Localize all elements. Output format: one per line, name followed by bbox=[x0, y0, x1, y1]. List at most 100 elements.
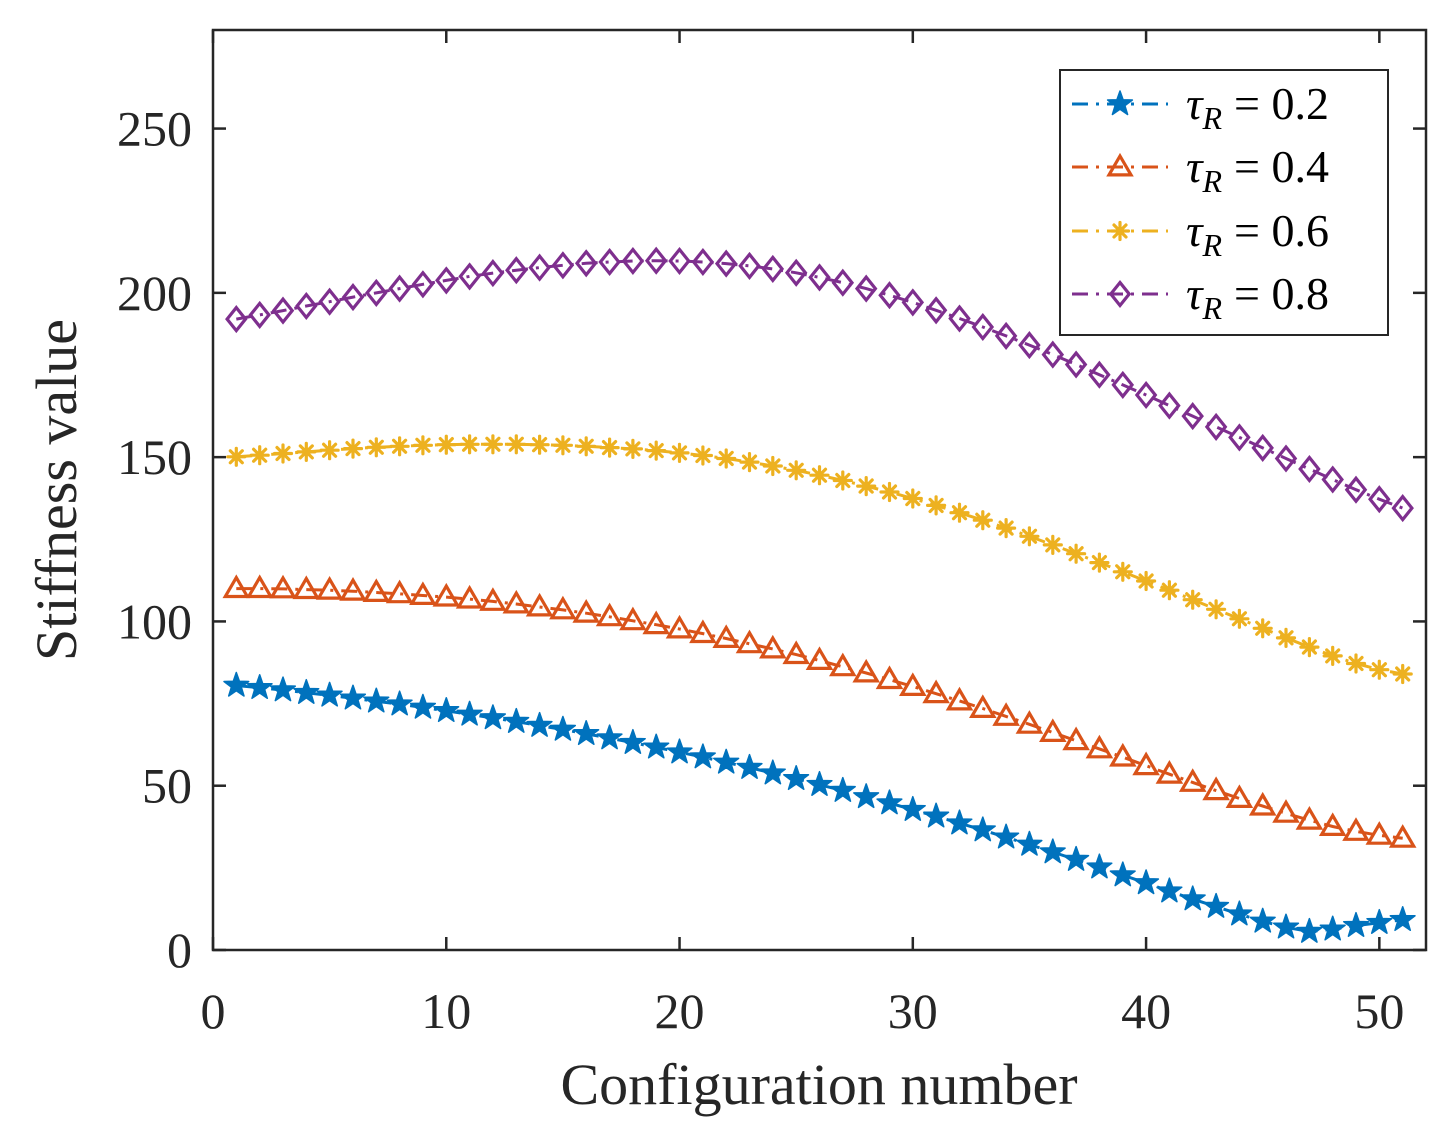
data-point bbox=[899, 672, 927, 697]
data-point bbox=[481, 259, 505, 288]
data-point bbox=[1159, 580, 1180, 601]
data-point bbox=[1298, 454, 1321, 484]
data-point bbox=[993, 823, 1020, 849]
data-point bbox=[736, 753, 763, 779]
data-point bbox=[643, 733, 670, 759]
data-point bbox=[1365, 821, 1394, 845]
series-1 bbox=[223, 671, 1416, 943]
x-tick-label: 0 bbox=[201, 983, 226, 1039]
data-point bbox=[875, 665, 904, 690]
data-point bbox=[249, 445, 270, 466]
data-point bbox=[1366, 908, 1393, 934]
data-point bbox=[1178, 768, 1207, 792]
data-point bbox=[783, 765, 810, 791]
data-point bbox=[1392, 663, 1413, 685]
data-point bbox=[1389, 906, 1416, 932]
data-point bbox=[1296, 917, 1323, 943]
data-point bbox=[852, 658, 880, 683]
data-point bbox=[619, 606, 647, 631]
data-point bbox=[248, 300, 271, 329]
legend-item-4: τR = 0.8 bbox=[1072, 268, 1329, 326]
data-point bbox=[945, 686, 974, 711]
data-point bbox=[1228, 423, 1251, 452]
y-tick-label: 200 bbox=[117, 265, 192, 321]
data-point bbox=[1318, 812, 1347, 837]
data-point bbox=[972, 510, 993, 531]
data-point bbox=[621, 246, 645, 276]
data-point bbox=[296, 441, 317, 462]
data-point bbox=[1274, 444, 1298, 473]
data-point bbox=[293, 678, 320, 704]
legend-marker bbox=[1108, 279, 1132, 309]
data-point bbox=[433, 697, 460, 723]
data-point bbox=[782, 640, 810, 665]
data-point bbox=[761, 254, 785, 283]
data-point bbox=[502, 589, 531, 614]
data-point bbox=[319, 440, 340, 461]
data-point bbox=[1272, 799, 1300, 823]
data-point bbox=[385, 579, 414, 604]
data-point bbox=[1132, 751, 1160, 776]
data-point bbox=[455, 584, 484, 609]
data-point bbox=[646, 440, 667, 461]
data-point bbox=[689, 619, 717, 644]
legend-item-2: τR = 0.4 bbox=[1072, 141, 1329, 199]
plot-area-frame bbox=[211, 28, 1428, 952]
data-point bbox=[948, 304, 971, 333]
data-point bbox=[1134, 380, 1158, 410]
data-point bbox=[1342, 911, 1370, 937]
data-point bbox=[269, 574, 297, 599]
data-point bbox=[854, 274, 878, 303]
data-point bbox=[642, 610, 670, 635]
data-point bbox=[1041, 340, 1065, 369]
data-point bbox=[879, 481, 900, 503]
data-point bbox=[549, 595, 577, 620]
data-point bbox=[525, 592, 554, 617]
data-point bbox=[1066, 543, 1087, 564]
data-point bbox=[689, 743, 716, 769]
data-point bbox=[409, 581, 437, 606]
data-point bbox=[1391, 494, 1414, 523]
data-point bbox=[739, 452, 760, 473]
data-point bbox=[506, 434, 527, 455]
data-point bbox=[784, 258, 808, 287]
data-point bbox=[1322, 645, 1343, 666]
data-point bbox=[225, 305, 248, 334]
data-point bbox=[1368, 485, 1391, 514]
data-point bbox=[853, 783, 880, 809]
data-point bbox=[926, 495, 947, 516]
data-point bbox=[829, 652, 857, 677]
data-point bbox=[808, 263, 831, 292]
data-point bbox=[1158, 391, 1181, 420]
data-point bbox=[1275, 627, 1297, 648]
data-point bbox=[809, 465, 830, 486]
data-point bbox=[363, 687, 390, 713]
data-point bbox=[574, 249, 598, 278]
data-point bbox=[292, 575, 321, 600]
data-point bbox=[573, 720, 600, 746]
data-point bbox=[902, 488, 923, 509]
legend-label: τR = 0.6 bbox=[1186, 205, 1329, 263]
data-point bbox=[222, 574, 251, 599]
series-layer bbox=[222, 246, 1417, 943]
data-point bbox=[1388, 824, 1417, 848]
data-point bbox=[762, 455, 783, 477]
data-point bbox=[552, 435, 573, 456]
x-tick-label: 30 bbox=[888, 983, 938, 1039]
data-point bbox=[1344, 475, 1368, 504]
data-point bbox=[1064, 350, 1088, 379]
data-point bbox=[831, 268, 855, 297]
data-point bbox=[339, 684, 367, 710]
data-point bbox=[389, 436, 410, 457]
data-point bbox=[551, 251, 575, 280]
axis-ticks: 0 10 20 30 40 50 0 50 100 150 200 250 bbox=[117, 30, 1426, 1039]
data-point bbox=[1015, 710, 1044, 734]
data-point bbox=[1248, 791, 1277, 816]
legend-marker bbox=[1109, 220, 1131, 242]
data-point bbox=[1225, 784, 1254, 809]
data-point bbox=[1202, 776, 1230, 801]
data-point bbox=[994, 321, 1018, 350]
data-point bbox=[226, 446, 247, 467]
data-point bbox=[1299, 637, 1320, 658]
